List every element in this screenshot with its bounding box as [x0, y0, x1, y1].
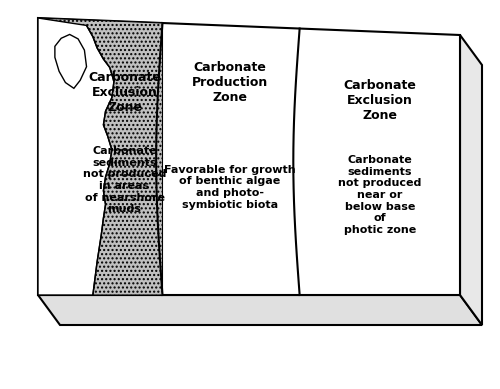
Polygon shape: [460, 35, 482, 325]
Polygon shape: [38, 18, 162, 295]
Text: Carbonate
sediments
not produced
in areas
of nearshore
muds: Carbonate sediments not produced in area…: [83, 146, 166, 214]
Polygon shape: [38, 295, 482, 325]
Text: Carbonate
Production
Zone: Carbonate Production Zone: [192, 61, 268, 104]
Text: Carbonate
Exclusion
Zone: Carbonate Exclusion Zone: [88, 71, 161, 114]
Polygon shape: [38, 18, 114, 295]
Polygon shape: [55, 35, 86, 88]
Text: Favorable for growth
of benthic algae
and photo-
symbiotic biota: Favorable for growth of benthic algae an…: [164, 165, 296, 210]
Text: Carbonate
Exclusion
Zone: Carbonate Exclusion Zone: [344, 79, 416, 122]
Text: Carbonate
sediments
not produced
near or
below base
of
photic zone: Carbonate sediments not produced near or…: [338, 155, 421, 235]
Polygon shape: [38, 18, 460, 295]
